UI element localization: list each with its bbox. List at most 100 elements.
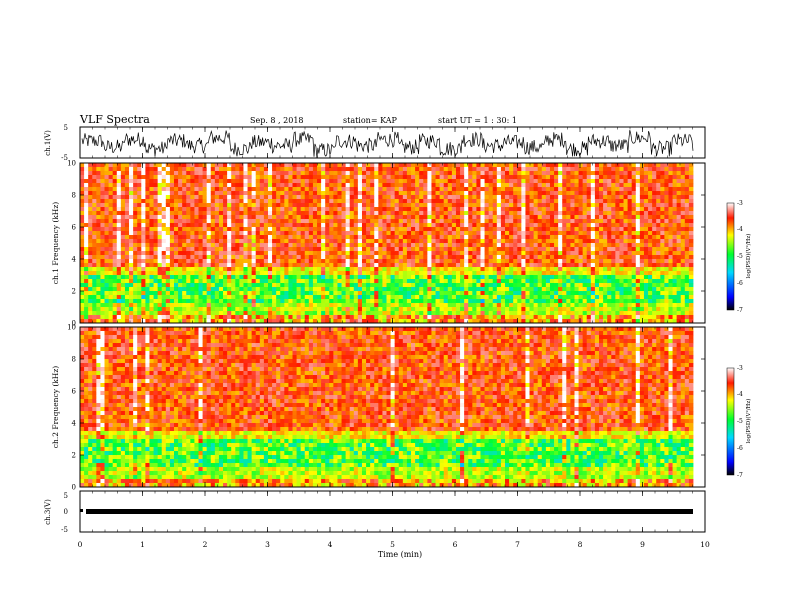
ch1-spectrogram-cell (558, 223, 563, 228)
ch1-spectrogram-cell (349, 255, 355, 260)
ch1-spectrogram-cell (451, 211, 457, 216)
ch1-spectrogram-cell (255, 291, 261, 296)
ch1-spectrogram-cell (173, 199, 179, 204)
ch1-spectrogram-cell (451, 267, 457, 272)
ch1-spectrogram-cell (333, 299, 338, 304)
ch1-spectrogram-cell (190, 219, 195, 224)
ch1-spectrogram-cell (361, 219, 367, 224)
ch1-spectrogram-cell (280, 199, 285, 204)
ch1-spectrogram-cell (214, 231, 220, 236)
ch1-spectrogram-cell (427, 219, 432, 224)
ch1-spectrogram-cell (484, 227, 490, 232)
ch1-spectrogram-cell (247, 227, 253, 232)
ch1-spectrogram-cell (586, 251, 592, 256)
ch1-spectrogram-cell (455, 231, 461, 236)
ch1-spectrogram-cell (488, 187, 494, 192)
ch1-spectrogram-cell (566, 215, 571, 220)
ch1-spectrogram-cell (411, 287, 416, 292)
ch1-spectrogram-cell (137, 271, 142, 276)
ch1-spectrogram-cell (578, 203, 584, 208)
ch1-spectrogram-cell (423, 183, 428, 188)
ch1-spectrogram-cell (210, 239, 216, 244)
ch1-spectrogram-cell (116, 195, 122, 200)
ch1-spectrogram-cell (206, 271, 212, 276)
ch1-spectrogram-cell (100, 295, 105, 300)
ch1-spectrogram-cell (325, 291, 330, 296)
ch1-spectrogram-cell (243, 163, 248, 168)
ch1-spectrogram-cell (496, 239, 502, 244)
ch1-spectrogram-cell (223, 299, 228, 304)
ch1-spectrogram-cell (112, 299, 118, 304)
station-label: station= KAP (343, 116, 398, 125)
ch1-spectrogram-cell (141, 203, 146, 208)
ch1-spectrogram-cell (133, 207, 138, 212)
ch1-spectrogram-cell (321, 299, 326, 304)
ch1-spectrogram-cell (239, 247, 244, 252)
ch1-spectrogram-cell (353, 251, 359, 256)
ch1-spectrogram-cell (214, 271, 220, 276)
ch1-spectrogram-cell (427, 235, 432, 240)
ch1-spectrogram-cell (223, 291, 228, 296)
ch1-spectrogram-cell (247, 187, 253, 192)
ch1-spectrogram-cell (321, 163, 326, 168)
ch1-spectrogram-cell (574, 191, 579, 196)
ch1-spectrogram-cell (517, 203, 522, 208)
ch1-spectrogram-cell (96, 167, 101, 172)
ch1-spectrogram-cell (104, 211, 110, 216)
ch1-spectrogram-cell (541, 271, 547, 276)
ch1-spectrogram-cell (374, 175, 379, 180)
ch1-spectrogram-cell (292, 187, 297, 192)
ch1-spectrogram-cell (357, 231, 363, 236)
ch1-spectrogram-cell (272, 171, 277, 176)
ch1-spectrogram-cell (325, 171, 330, 176)
ch1-spectrogram-cell (500, 215, 506, 220)
ch1-spectrogram-cell (361, 187, 367, 192)
ch1-spectrogram-cell (529, 247, 535, 252)
ch1-spectrogram-cell (541, 279, 547, 284)
ch1-spectrogram-cell (578, 223, 584, 228)
ch1-spectrogram-cell (411, 235, 416, 240)
ch1-spectrogram-cell (558, 267, 563, 272)
ch1-spectrogram-cell (92, 203, 97, 208)
ch1-spectrogram-cell (280, 279, 285, 284)
ch1-spectrogram-cell (173, 207, 179, 212)
ch1-spectrogram-cell (223, 239, 228, 244)
ch1-spectrogram-cell (419, 215, 424, 220)
ch1-spectrogram-cell (333, 207, 338, 212)
ch1-spectrogram-cell (96, 227, 101, 232)
ch1-spectrogram-cell (402, 227, 408, 232)
ch1-spectrogram-cell (112, 259, 118, 264)
ch1-spectrogram-cell (267, 167, 273, 172)
ch1-spectrogram-cell (239, 243, 244, 248)
ch1-spectrogram-cell (574, 263, 579, 268)
ch1-spectrogram-cell (186, 255, 191, 260)
ch1-spectrogram-cell (92, 279, 97, 284)
ch1-spectrogram-cell (451, 259, 457, 264)
ch1-spectrogram-cell (280, 223, 285, 228)
ch1-spectrogram-cell (198, 315, 203, 320)
ch1-spectrogram-cell (161, 223, 167, 228)
ch1-spectrogram-cell (476, 167, 481, 172)
ch1-spectrogram-cell (296, 275, 302, 280)
ch1-spectrogram-cell (108, 263, 114, 268)
ch1-spectrogram-cell (104, 219, 110, 224)
ch1-spectrogram-cell (402, 219, 408, 224)
ch1-spectrogram-cell (259, 175, 265, 180)
ch1-spectrogram-cell (235, 251, 240, 256)
ch1-spectrogram-cell (92, 315, 97, 320)
ch1-spectrogram-cell (374, 191, 379, 196)
ch1-spectrogram-cell (582, 319, 588, 324)
ch1-spectrogram-cell (255, 171, 261, 176)
ch1-spectrogram-cell (149, 163, 154, 168)
ch1-spectrogram-cell (423, 195, 428, 200)
ch1-spectrogram-cell (84, 199, 89, 204)
ch1-spectrogram-cell (149, 263, 154, 268)
ch1-spectrogram-cell (296, 243, 302, 248)
ch1-spectrogram-cell (116, 199, 122, 204)
ch1-spectrogram-cell (272, 195, 277, 200)
ch1-spectrogram-cell (124, 167, 130, 172)
ch1-spectrogram-cell (566, 291, 571, 296)
ch1-spectrogram-cell (378, 259, 383, 264)
ch1-spectrogram-cell (525, 203, 530, 208)
ch1-spectrogram-cell (541, 311, 547, 316)
